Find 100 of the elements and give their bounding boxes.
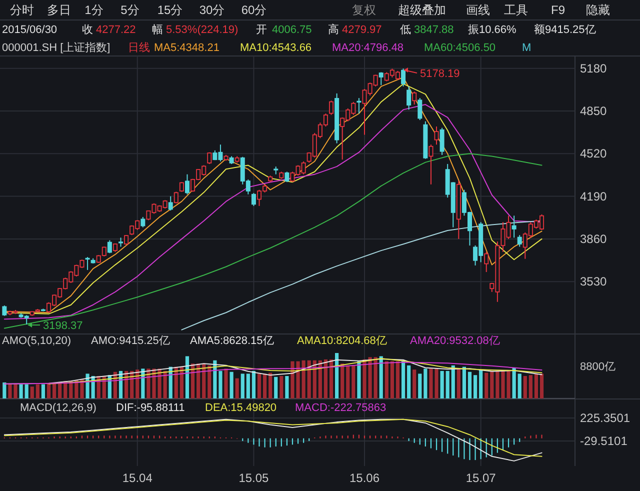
text: 隐藏 (586, 3, 610, 17)
candlestick (140, 216, 146, 228)
bar (396, 361, 400, 399)
candlestick (251, 192, 256, 206)
bar (335, 353, 339, 399)
candlestick (184, 174, 190, 195)
y-tick-label: 5180 (580, 61, 608, 76)
text: F9 (550, 3, 566, 17)
series-label: DEA:15.49820 (205, 402, 277, 414)
x-tick-label: 15.06 (349, 471, 380, 485)
bar (451, 365, 455, 399)
bar (440, 370, 444, 399)
bar (262, 374, 267, 399)
bar (285, 376, 289, 399)
text: 复权 (352, 3, 376, 17)
bar (518, 374, 522, 399)
bar (424, 368, 428, 399)
bar (352, 365, 356, 399)
bar (185, 356, 190, 399)
candlestick (406, 86, 412, 110)
bar (19, 384, 23, 399)
candlestick (85, 256, 90, 270)
text: 多日 (47, 3, 71, 17)
bar (329, 359, 334, 399)
text: 2015/06/30 (2, 24, 58, 36)
text: AMO:9415.25亿 (91, 335, 170, 347)
bar (340, 364, 344, 399)
text: 超级叠加 (398, 3, 446, 17)
bar (224, 368, 228, 399)
candlestick (329, 100, 334, 116)
bar (280, 376, 284, 399)
y-tick-label: 3530 (580, 274, 608, 289)
bar (240, 374, 244, 399)
y-tick-label: 4520 (580, 146, 608, 161)
bar (407, 365, 411, 399)
y-tick-label: 4190 (580, 189, 608, 204)
bar (512, 368, 516, 399)
bar (456, 368, 460, 399)
bar (30, 386, 34, 399)
bar (484, 372, 488, 399)
bar (274, 376, 278, 399)
series-label: AMA20:9532.08亿 (410, 335, 500, 347)
annotation: 3198.37 (43, 320, 83, 332)
bar (257, 374, 262, 399)
bar (235, 378, 239, 399)
candlestick (512, 215, 516, 238)
line-series (4, 153, 542, 329)
chart-title: 000001.SH [上证指数] (2, 41, 110, 54)
bar (2, 382, 6, 399)
bar (468, 372, 472, 399)
text: 高 (328, 23, 339, 36)
text: MA10:4543.66 (240, 42, 312, 54)
bar (496, 370, 500, 399)
candlestick (284, 171, 290, 183)
text: 画线 (466, 3, 490, 17)
text: 低 (400, 24, 411, 36)
bar (523, 376, 527, 399)
candlestick (179, 182, 184, 192)
annotation: MACD:-222.75863 (295, 402, 386, 414)
y-tick-label: 225.3501 (580, 410, 630, 425)
candlestick (356, 98, 362, 114)
text: 4279.97 (342, 24, 382, 36)
series-label: AMA10:8204.68亿 (297, 335, 387, 347)
candlestick (2, 305, 7, 316)
text: 振10.66% (468, 24, 517, 36)
bar (446, 370, 450, 399)
text: 工具 (504, 3, 528, 17)
text: 5分 (120, 3, 140, 17)
candlestick (118, 237, 124, 248)
bar (357, 361, 361, 399)
bar (36, 384, 40, 399)
x-tick-label: 15.05 (238, 471, 270, 485)
chart-title: AMO(5,10,20) (2, 335, 72, 347)
bar (534, 374, 538, 399)
bar (246, 374, 250, 399)
text: 分时 (10, 3, 34, 17)
candlestick (401, 68, 406, 87)
text: 幅 (152, 24, 163, 36)
text: 1分 (84, 3, 104, 17)
bar (462, 366, 466, 399)
text: 4277.22 (96, 24, 136, 36)
bar (379, 356, 383, 399)
x-tick-label: 15.04 (122, 471, 153, 485)
bar (41, 384, 46, 399)
bar (528, 375, 532, 399)
series-label: DIF:-95.88111 (116, 402, 185, 414)
text: 5.53%(224.19) (166, 24, 238, 36)
text: 3847.88 (414, 24, 454, 36)
y-tick-label: 3860 (580, 232, 608, 246)
bar (390, 361, 394, 399)
bar (24, 384, 28, 399)
bar (268, 372, 272, 399)
text: 60分 (241, 3, 267, 17)
bar (230, 372, 234, 399)
candlestick (428, 144, 434, 185)
bar (401, 360, 406, 399)
text: 8800亿 (580, 361, 616, 373)
text: 收 (82, 24, 93, 36)
bar (218, 370, 222, 399)
bar (374, 357, 378, 399)
